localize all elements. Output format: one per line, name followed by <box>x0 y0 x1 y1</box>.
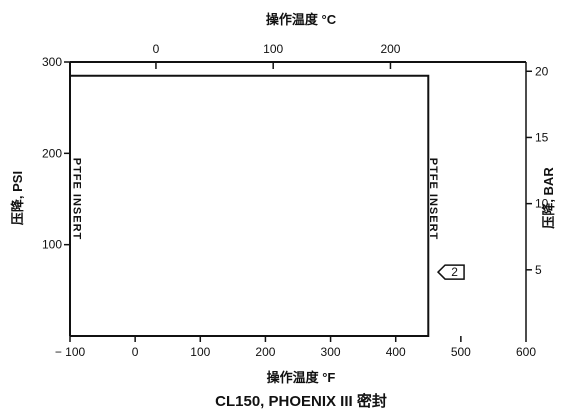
x-tick-label: 100 <box>190 345 210 359</box>
series <box>70 74 430 337</box>
x2-tick-label: 100 <box>263 42 283 56</box>
x-tick-label: 300 <box>321 345 341 359</box>
top-axis-title: 操作温度 °C <box>266 12 337 27</box>
y-tick-label: 300 <box>42 55 62 69</box>
x-tick-label: 400 <box>386 345 406 359</box>
chart-title: CL150, PHOENIX III 密封 <box>215 392 387 410</box>
region-label-ptfe-insert: PTFE INSERT <box>70 158 82 241</box>
x-tick-label: 0 <box>132 345 139 359</box>
left-axis-title: 压降, PSI <box>10 171 25 225</box>
ticks: − 100 0 100 200 300 400 500 600 0 100 200 100 200 300… <box>42 42 549 359</box>
y2-tick-label: 5 <box>535 263 542 277</box>
annotations: PTFE INSERT PTFE INSERT 2 <box>70 158 465 280</box>
y2-tick-label: 20 <box>535 64 549 78</box>
x-tick-label: 200 <box>255 345 275 359</box>
y-tick-label: 200 <box>42 146 62 160</box>
y2-tick-label: 10 <box>535 197 549 211</box>
bottom-axis-title: 操作温度 °F <box>267 370 336 385</box>
series-ptfe-insert-line <box>70 74 430 337</box>
x2-tick-label: 0 <box>153 42 160 56</box>
y-tick-label: 100 <box>42 238 62 252</box>
note-flag-icon <box>436 264 465 280</box>
x-tick-label: − 100 <box>55 345 86 359</box>
x2-tick-label: 200 <box>380 42 400 56</box>
region-label-ptfe-insert: PTFE INSERT <box>427 158 439 241</box>
x-tick-label: 600 <box>516 345 536 359</box>
x-tick-label: 500 <box>451 345 471 359</box>
y2-tick-label: 15 <box>535 130 549 144</box>
note-flag-label: 2 <box>451 265 458 279</box>
axes <box>69 61 527 336</box>
right-axis-title: 压降, BAR <box>541 167 556 229</box>
